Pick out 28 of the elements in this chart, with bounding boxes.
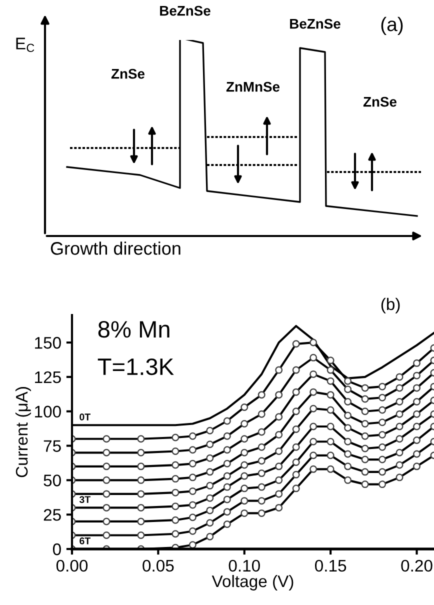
- annotation: 3T: [79, 496, 90, 504]
- annotation: 6T: [80, 537, 90, 544]
- x-tick-label: 0.15: [315, 560, 346, 572]
- y-axis-title: Current (μA): [15, 387, 31, 478]
- text: BeZnSe: [290, 18, 340, 29]
- y-tick-label: 75: [44, 440, 61, 452]
- text: E$_{C}$: [16, 38, 34, 52]
- y-tick-label: 25: [44, 508, 61, 521]
- annotation: T=1.3K: [98, 358, 174, 376]
- x-axis-title: Voltage (V): [212, 574, 294, 590]
- y-tick-label: 125: [35, 371, 61, 384]
- y-tick-label: 150: [35, 336, 61, 349]
- text: Growth direction: [50, 242, 180, 255]
- text: (b): [381, 298, 400, 314]
- x-tick-label: 0.05: [142, 560, 174, 572]
- y-tick-label: 0: [52, 543, 61, 556]
- text: ZnSe: [111, 68, 145, 79]
- text: ZnSe: [363, 96, 397, 107]
- y-tick-label: 100: [35, 406, 61, 418]
- text: (a): [381, 16, 403, 36]
- x-tick-label: 0.10: [228, 560, 260, 572]
- annotation: 0T: [80, 414, 90, 420]
- text: ZnMnSe: [226, 82, 280, 92]
- x-tick-label: 0.00: [56, 560, 88, 572]
- annotation: 8% Mn: [98, 321, 170, 338]
- x-tick-label: 0.20: [401, 560, 432, 572]
- text: BeZnSe: [160, 6, 210, 16]
- y-tick-label: 50: [44, 474, 61, 486]
